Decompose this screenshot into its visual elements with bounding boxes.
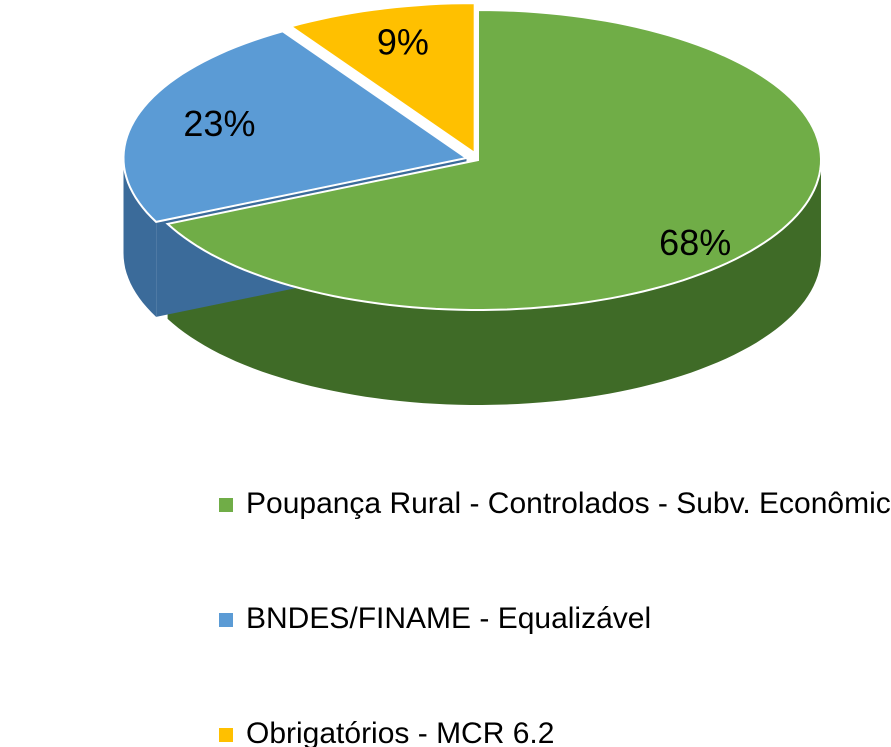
legend-swatch xyxy=(219,728,233,742)
legend-label: Obrigatórios - MCR 6.2 xyxy=(246,717,554,747)
slice xyxy=(165,8,823,311)
slice-side xyxy=(123,158,157,317)
legend-swatch xyxy=(219,613,233,627)
legend-label: Poupança Rural - Controlados - Subv. Eco… xyxy=(246,487,891,520)
value-label: 23% xyxy=(183,103,255,144)
value-label: 68% xyxy=(659,222,731,263)
value-label: 9% xyxy=(377,22,429,63)
legend-label: BNDES/FINAME - Equalizável xyxy=(246,602,651,635)
legend-swatch xyxy=(219,498,233,512)
slice xyxy=(288,2,476,155)
slice-side xyxy=(167,160,822,405)
slice xyxy=(122,30,469,223)
